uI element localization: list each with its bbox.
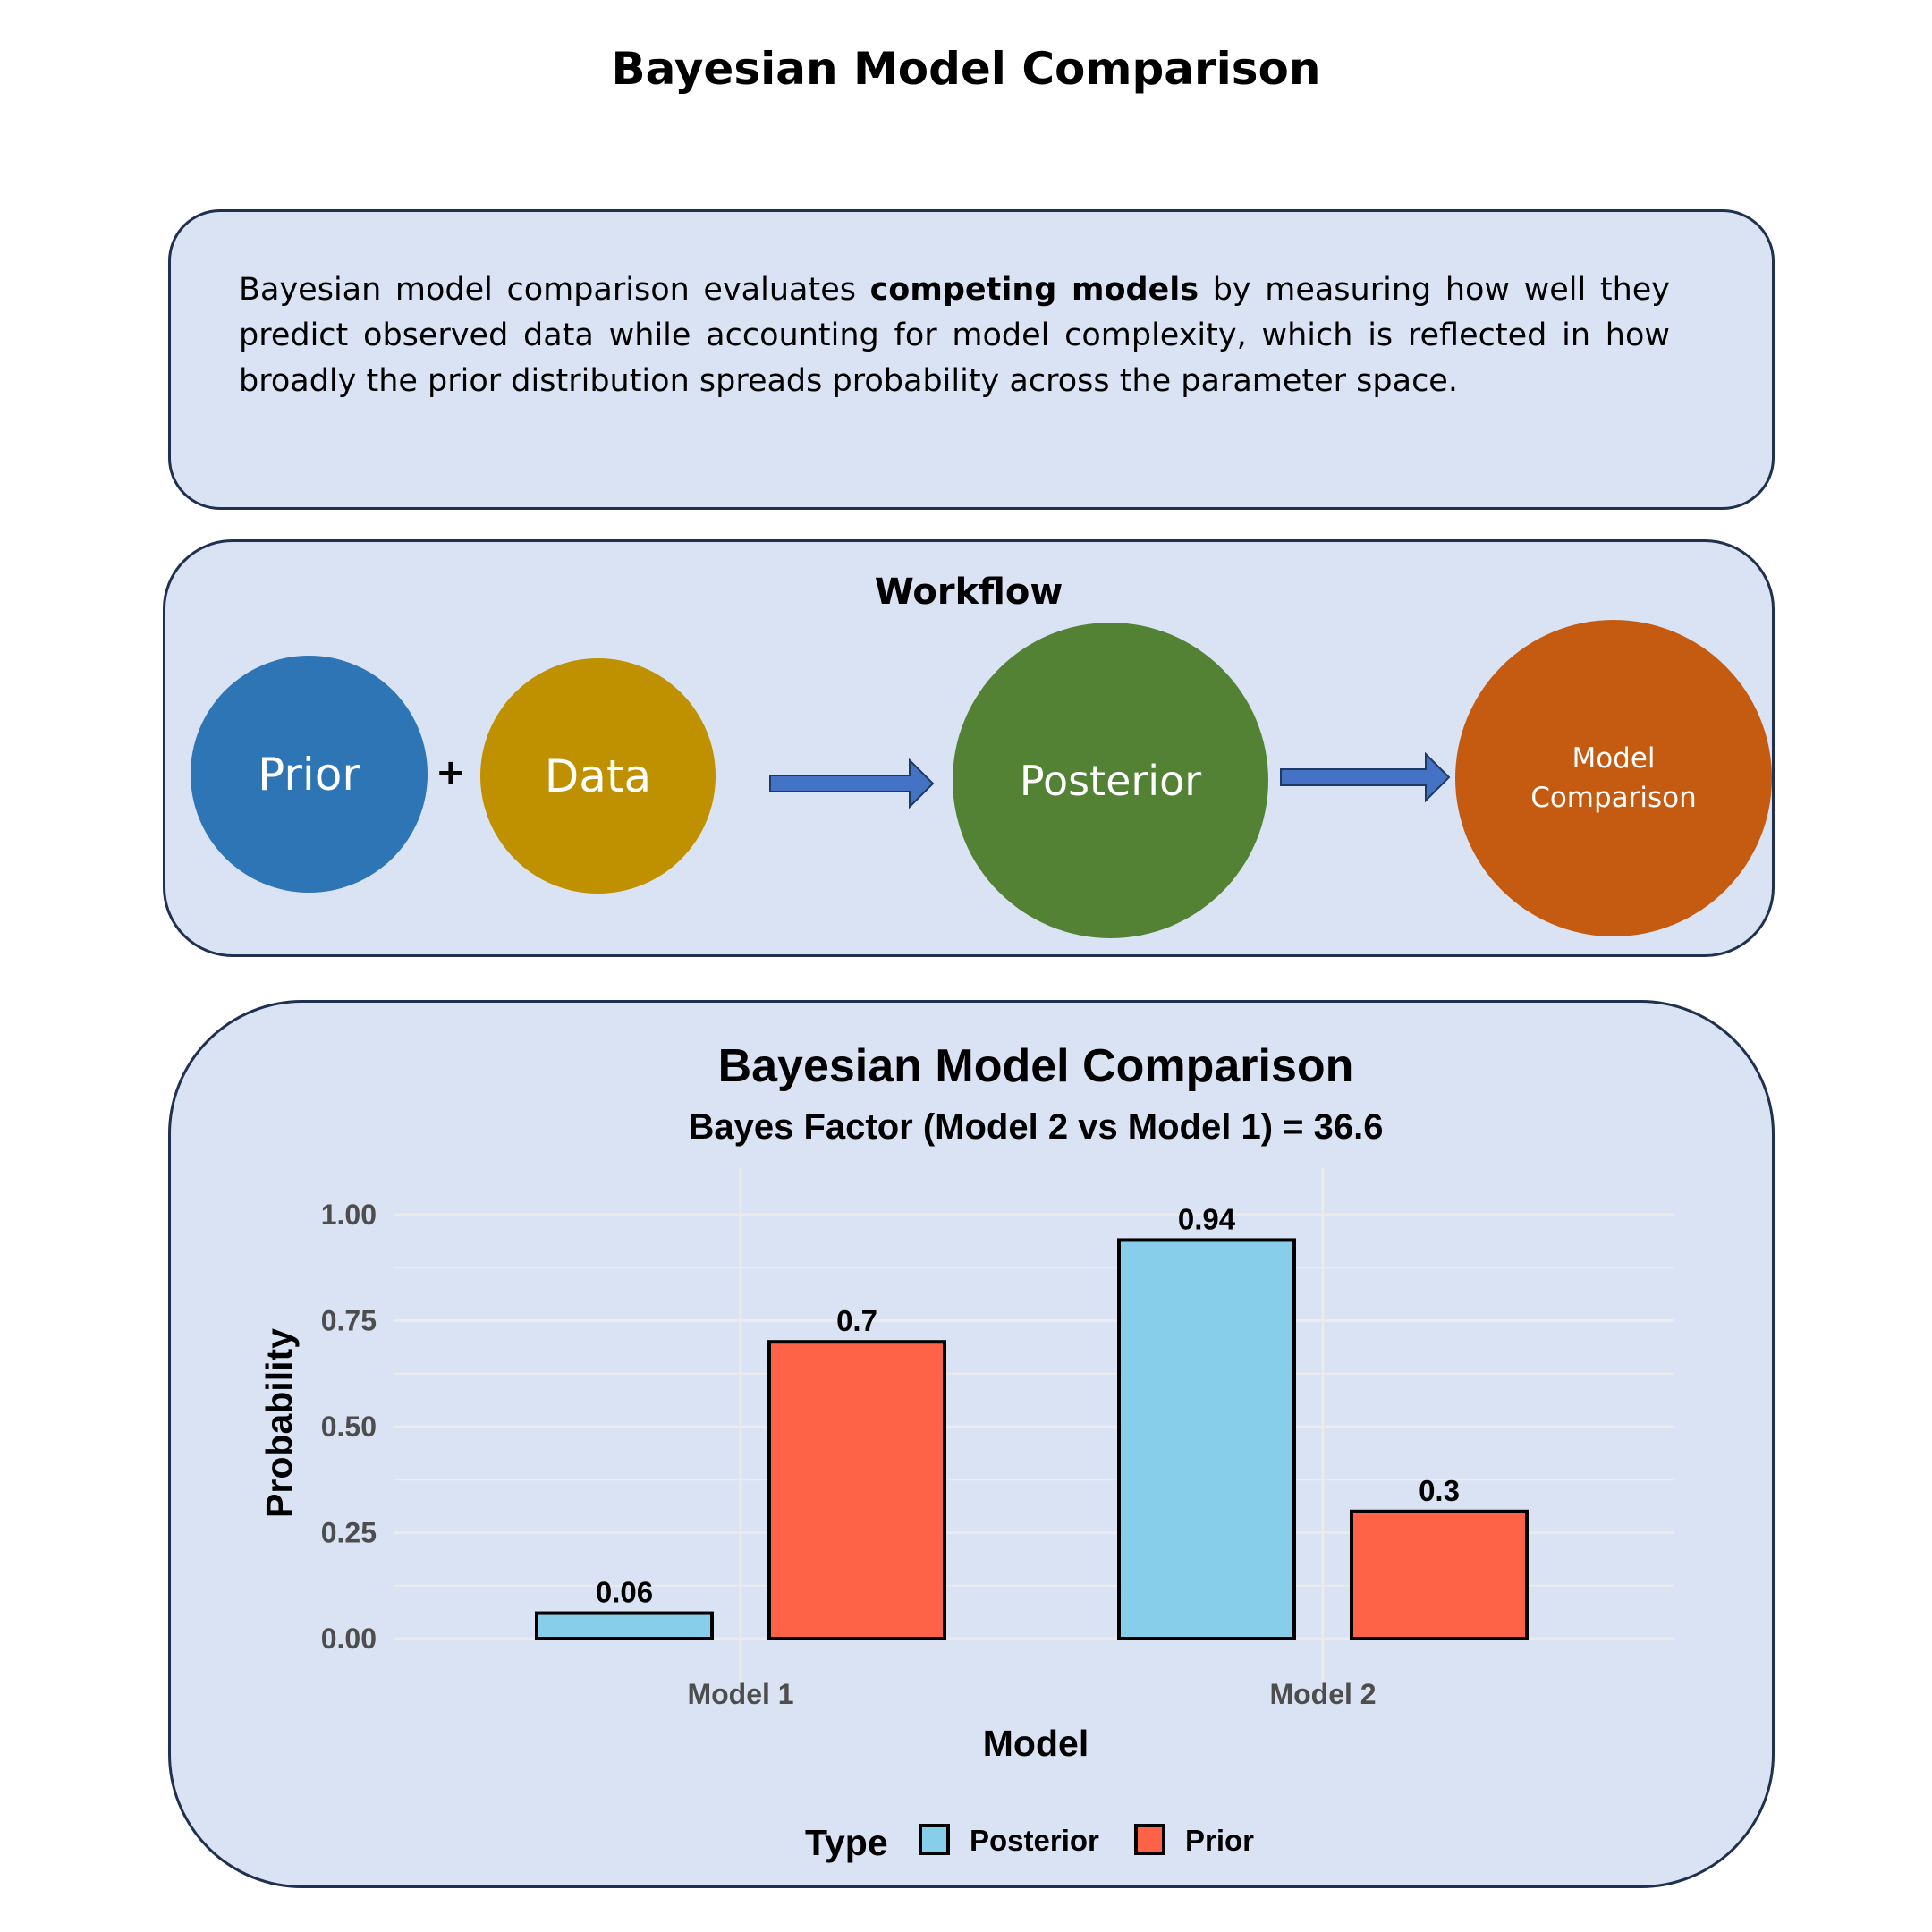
legend: Type Posterior Prior [805, 1822, 1254, 1863]
legend-label-posterior: Posterior [970, 1824, 1099, 1857]
bar-posterior-1 [535, 1611, 714, 1640]
description-text: Bayesian model comparison evaluates comp… [239, 267, 1670, 404]
bar-chart: Bayesian Model Comparison Bayes Factor (… [258, 1040, 1674, 1863]
legend-label-prior: Prior [1185, 1824, 1254, 1857]
data-label: 0.06 [596, 1576, 653, 1609]
data-label: 0.7 [836, 1304, 877, 1337]
chart-subtitle: Bayes Factor (Model 2 vs Model 1) = 36.6 [689, 1107, 1384, 1147]
plus-sign: + [436, 752, 466, 793]
y-axis-title: Probability [258, 1328, 300, 1518]
x-axis-title: Model [983, 1723, 1089, 1764]
arrow-right-icon [769, 758, 935, 809]
description-text-start: Bayesian model comparison evaluates [239, 272, 870, 308]
legend-title: Type [805, 1822, 888, 1863]
legend-swatch-posterior [919, 1824, 950, 1855]
description-panel: Bayesian model comparison evaluates comp… [168, 209, 1775, 510]
y-tick-label: 0.75 [321, 1305, 377, 1337]
chart-panel: Bayesian Model Comparison Bayes Factor (… [168, 1000, 1775, 1888]
y-tick-label: 0.00 [321, 1623, 377, 1655]
data-node: Data [480, 658, 716, 894]
workflow-title: Workflow [874, 572, 1063, 613]
x-tick-label: Model 1 [687, 1678, 793, 1710]
legend-swatch-prior [1134, 1824, 1165, 1855]
bar-prior-1 [767, 1340, 946, 1640]
posterior-node: Posterior [953, 623, 1268, 938]
prior-node: Prior [191, 656, 428, 893]
workflow-panel: Workflow Prior + Data Posterior Model Co… [163, 539, 1775, 957]
page-title: Bayesian Model Comparison [611, 43, 1321, 95]
description-text-end: by measuring how well they predict obser… [239, 272, 1670, 399]
y-tick-label: 1.00 [321, 1199, 377, 1231]
model-comparison-node: Model Comparison [1455, 620, 1772, 936]
chart-title: Bayesian Model Comparison [718, 1040, 1354, 1092]
arrow-right-icon [1280, 751, 1451, 803]
data-label: 0.3 [1419, 1474, 1460, 1507]
bar-prior-2 [1350, 1509, 1529, 1640]
axes: 0.00 0.25 0.50 0.75 1.00 Model 1 Model 2 [321, 1199, 1377, 1710]
bars: 0.06 0.7 0.94 0.3 [535, 1202, 1529, 1640]
y-tick-label: 0.25 [321, 1517, 377, 1549]
description-text-bold: competing models [869, 272, 1199, 308]
data-label: 0.94 [1178, 1202, 1236, 1235]
bar-posterior-2 [1117, 1238, 1296, 1640]
x-tick-label: Model 2 [1269, 1678, 1376, 1710]
y-tick-label: 0.50 [321, 1411, 377, 1443]
